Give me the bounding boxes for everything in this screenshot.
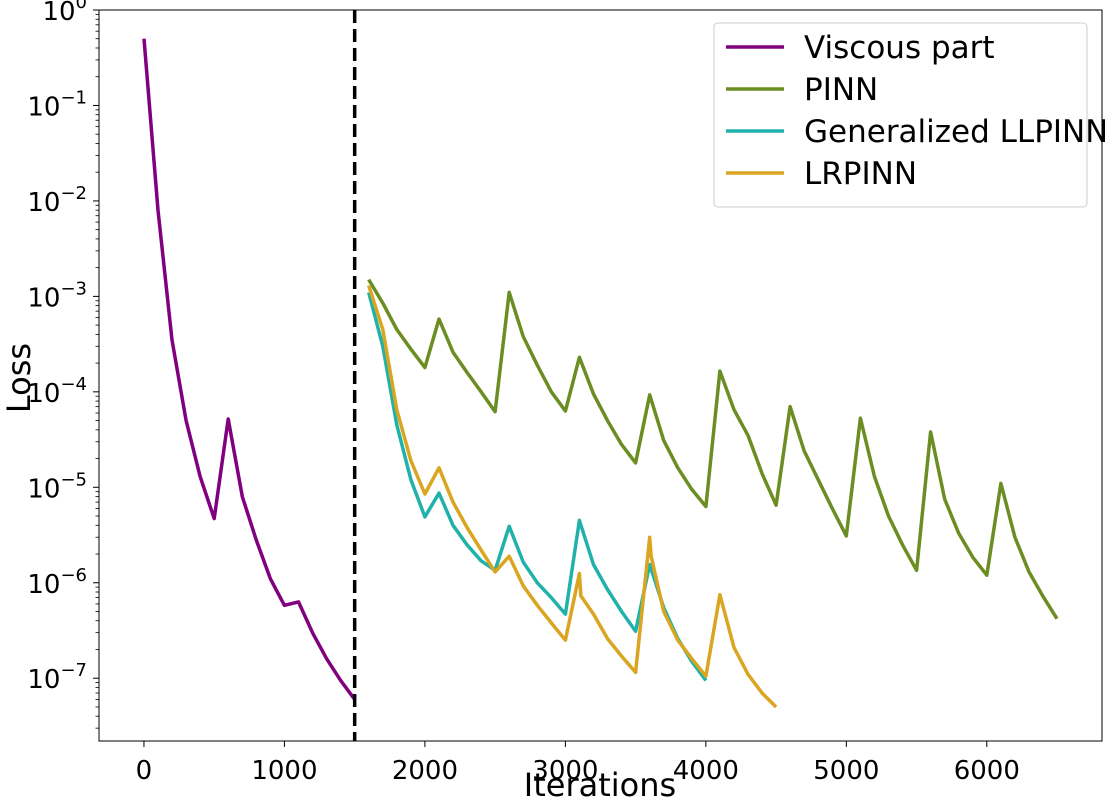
legend-label: LRPINN <box>804 156 917 192</box>
x-tick-label: 2000 <box>392 756 458 786</box>
x-tick-label: 5000 <box>813 756 879 786</box>
x-axis-label: Iterations <box>524 766 676 804</box>
y-tick-label: 10−7 <box>27 660 87 695</box>
x-tick-label: 3000 <box>532 756 598 786</box>
x-tick-label: 0 <box>136 756 153 786</box>
series-line-viscous-part <box>142 38 357 701</box>
legend: Viscous part PINN Generalized LLPINN LRPINN <box>713 22 1105 208</box>
series-layer <box>142 38 1059 709</box>
y-tick-label: 10−2 <box>27 183 87 218</box>
series-line-generalized-llpinn <box>367 291 708 682</box>
series-line-pinn <box>367 278 1059 620</box>
y-tick-label: 10−4 <box>27 374 87 409</box>
y-axis-label: Loss <box>0 343 38 413</box>
y-tick-label: 10−3 <box>27 278 87 313</box>
x-tick-label: 6000 <box>954 756 1020 786</box>
x-tick-label: 4000 <box>673 756 739 786</box>
x-tick-label: 1000 <box>251 756 317 786</box>
x-axis: 0 1000 2000 3000 4000 5000 6000 <box>136 741 1020 786</box>
plot-frame <box>98 9 1103 742</box>
legend-label: Generalized LLPINN <box>804 114 1105 150</box>
legend-label: Viscous part <box>804 30 995 66</box>
y-tick-label: 10−5 <box>27 469 87 504</box>
y-tick-label: 10−1 <box>27 87 87 122</box>
y-axis: 100 10−1 10−2 10−3 10−4 10−5 10−6 10−7 <box>27 0 99 729</box>
legend-box <box>713 22 1088 208</box>
legend-label: PINN <box>804 72 878 108</box>
y-tick-label: 100 <box>42 0 87 27</box>
y-tick-label: 10−6 <box>27 565 87 600</box>
series-line-lrpinn <box>367 284 778 709</box>
